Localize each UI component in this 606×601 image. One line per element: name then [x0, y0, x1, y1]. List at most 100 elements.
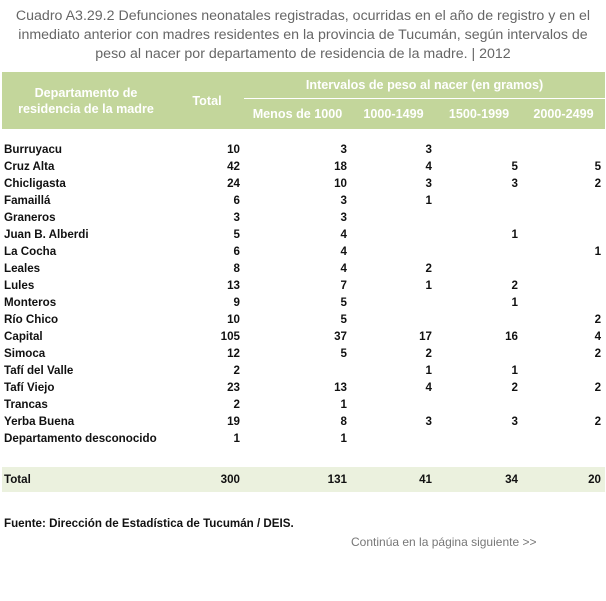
table-row: Burruyacu 10 3 3: [2, 141, 605, 158]
table-row: Graneros 3 3: [2, 209, 605, 226]
row-value-c3: [436, 243, 522, 260]
table-row: Yerba Buena 19 8 3 3 2: [2, 413, 605, 430]
table-row: Famaillá 6 3 1: [2, 192, 605, 209]
table-row: Capital 105 37 17 16 4: [2, 328, 605, 345]
header-total: Total: [170, 72, 244, 129]
row-value-c2: 2: [425, 347, 432, 360]
row-value-c1: 7: [340, 279, 347, 292]
row-value-c4: [522, 141, 605, 158]
row-value-c2: 41: [351, 467, 436, 492]
row-value-c2: [351, 311, 436, 328]
row-value-c4: 2: [594, 347, 602, 360]
row-value-total: 8: [233, 262, 240, 275]
row-value-c3: [436, 396, 522, 413]
row-value-c2: [351, 396, 436, 413]
row-value-c4: [522, 396, 605, 413]
row-value-c4: [522, 209, 605, 226]
row-value-c3: 34: [436, 467, 522, 492]
row-value-total: 23: [227, 381, 240, 394]
row-value-c1: 37: [334, 330, 347, 343]
table-row: Cruz Alta 42 18 4 5 5: [2, 158, 605, 175]
row-value-c2: [351, 430, 436, 447]
row-value-c3: 3: [511, 415, 518, 428]
table-row: Chicligasta 24 10 3 3 2: [2, 175, 605, 192]
header-department: Departamento de residencia de la madre: [2, 72, 170, 129]
table-row: Juan B. Alberdi 5 4 1: [2, 226, 605, 243]
row-value-c1: 5: [340, 347, 347, 360]
row-value-c3: [436, 209, 522, 226]
row-value-c1: 4: [340, 228, 347, 241]
row-value-c3: 1: [511, 228, 518, 241]
table-row: Lules 13 7 1 2: [2, 277, 605, 294]
row-value-total: 6: [233, 194, 240, 207]
row-value-c1: [244, 362, 351, 379]
row-value-c1: 4: [340, 262, 347, 275]
table-row: Departamento desconocido 1 1: [2, 430, 605, 447]
header-menos-1000: Menos de 1000: [244, 98, 351, 129]
row-department: Capital: [4, 330, 43, 343]
table-row: Simoca 12 5 2 2: [2, 345, 605, 362]
row-value-c3: [436, 260, 522, 277]
row-value-total: 105: [220, 330, 240, 343]
row-value-c2: 3: [425, 415, 432, 428]
row-value-total: 42: [227, 160, 240, 173]
table-row: Leales 8 4 2: [2, 260, 605, 277]
row-value-c3: 3: [511, 177, 518, 190]
table-row: Monteros 9 5 1: [2, 294, 605, 311]
row-value-total: 2: [233, 398, 240, 411]
row-value-c4: [522, 277, 605, 294]
gap-row: [2, 447, 605, 467]
row-value-c1: 1: [340, 398, 347, 411]
total-row: Total 300 131 41 34 20: [2, 467, 606, 492]
row-value-total: 5: [233, 228, 240, 241]
row-value-total: 3: [233, 211, 240, 224]
row-value-c4: 20: [522, 467, 606, 492]
row-value-c4: [522, 260, 605, 277]
row-value-c4: [522, 226, 605, 243]
row-value-c1: 3: [340, 194, 347, 207]
continue-link[interactable]: Continúa en la página siguiente >>: [351, 535, 537, 549]
row-department: Burruyacu: [4, 143, 62, 156]
row-value-c4: 5: [594, 160, 602, 173]
row-value-c3: 1: [511, 296, 518, 309]
row-value-c2: 1: [425, 279, 432, 292]
row-value-c1: 131: [244, 467, 351, 492]
row-value-total: 12: [227, 347, 240, 360]
row-value-c4: [522, 430, 605, 447]
row-value-c3: [436, 345, 522, 362]
row-value-c2: 3: [425, 143, 432, 156]
row-value-total: 2: [233, 364, 240, 377]
row-value-c3: 1: [511, 364, 518, 377]
row-value-c2: 1: [425, 194, 432, 207]
row-department: Graneros: [4, 211, 56, 224]
row-department: Departamento desconocido: [4, 432, 157, 445]
header-intervals: Intervalos de peso al nacer (en gramos): [244, 72, 606, 99]
row-value-total: 19: [227, 415, 240, 428]
source-note: Fuente: Dirección de Estadística de Tucu…: [4, 517, 294, 530]
row-value-c1: 3: [340, 211, 347, 224]
table-row: La Cocha 6 4 1: [2, 243, 605, 260]
row-value-total: 300: [170, 467, 244, 492]
row-value-c2: 1: [425, 364, 432, 377]
table-row: Trancas 2 1: [2, 396, 605, 413]
row-value-c4: 2: [594, 415, 602, 428]
row-value-c3: [436, 141, 522, 158]
row-department: Tafí del Valle: [4, 364, 74, 377]
row-value-c2: 3: [425, 177, 432, 190]
header-1500-1999: 1500-1999: [436, 98, 522, 129]
row-value-total: 1: [233, 432, 240, 445]
table-row: Río Chico 10 5 2: [2, 311, 605, 328]
row-value-c3: 16: [505, 330, 518, 343]
row-value-c4: 2: [594, 177, 602, 190]
row-department: Monteros: [4, 296, 57, 309]
row-department: Tafí Viejo: [4, 381, 55, 394]
row-value-total: 13: [227, 279, 240, 292]
spacer-row: [2, 129, 605, 141]
row-value-c3: 2: [511, 279, 518, 292]
row-department: Famaillá: [4, 194, 51, 207]
row-value-c4: 1: [594, 245, 602, 258]
row-value-c4: 4: [594, 330, 602, 343]
row-value-c3: [436, 430, 522, 447]
row-department: Chicligasta: [4, 177, 66, 190]
row-department: Juan B. Alberdi: [4, 228, 89, 241]
